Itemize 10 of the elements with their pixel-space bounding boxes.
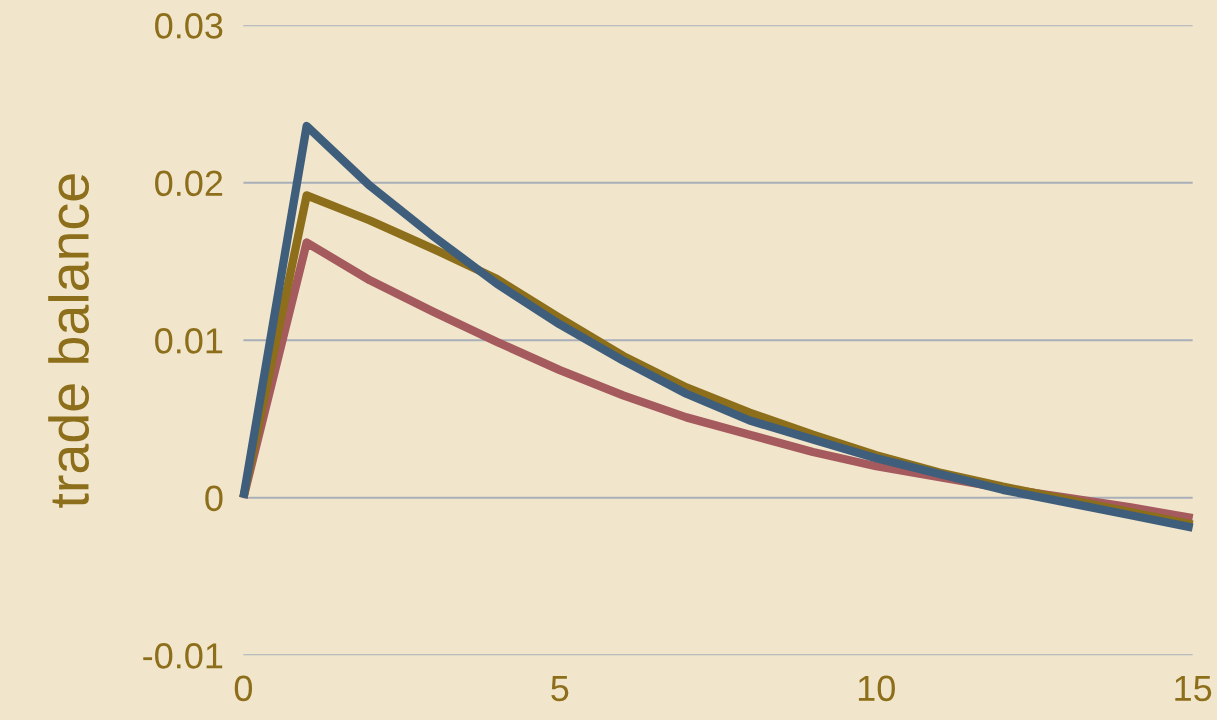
- y-tick-label: 0.03: [155, 13, 223, 39]
- x-tick-label: 0: [234, 675, 253, 702]
- y-tick-label: -0.01: [143, 643, 223, 669]
- y-tick-label: 0.02: [155, 170, 223, 197]
- x-tick-label: 10: [858, 675, 895, 702]
- y-axis-title: trade balance: [48, 174, 90, 508]
- y-tick-label: 0.01: [155, 328, 223, 354]
- x-tick-label: 5: [551, 675, 569, 702]
- x-tick-label: 15: [1175, 675, 1212, 702]
- y-tick-label: 0: [205, 485, 223, 512]
